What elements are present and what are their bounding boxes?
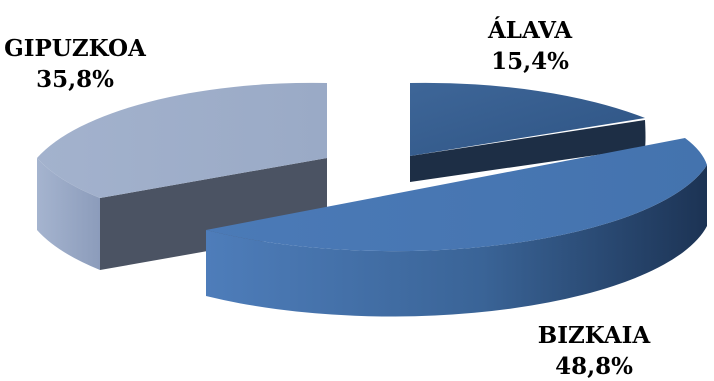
label-bizkaia-value: 48,8%: [555, 353, 633, 380]
slice-gipuzkoa: [37, 82, 327, 270]
slice-gipuzkoa-inner-face: [100, 158, 327, 270]
label-alava-name: ÁLAVA: [487, 17, 573, 44]
slice-bizkaia-side: [206, 165, 707, 317]
slice-gipuzkoa-top: [37, 82, 327, 198]
slice-gipuzkoa-side: [37, 158, 100, 270]
label-bizkaia-name: BIZKAIA: [538, 322, 652, 349]
slice-bizkaia: [206, 138, 707, 317]
slice-alava-inner-face: [410, 83, 646, 182]
slice-bizkaia-top: [206, 138, 707, 252]
label-gipuzkoa-value: 35,8%: [36, 66, 114, 93]
label-alava-value: 15,4%: [491, 48, 569, 75]
slice-alava-top: [410, 82, 645, 156]
label-gipuzkoa-name: GIPUZKOA: [4, 35, 147, 62]
slice-alava: [410, 82, 646, 182]
